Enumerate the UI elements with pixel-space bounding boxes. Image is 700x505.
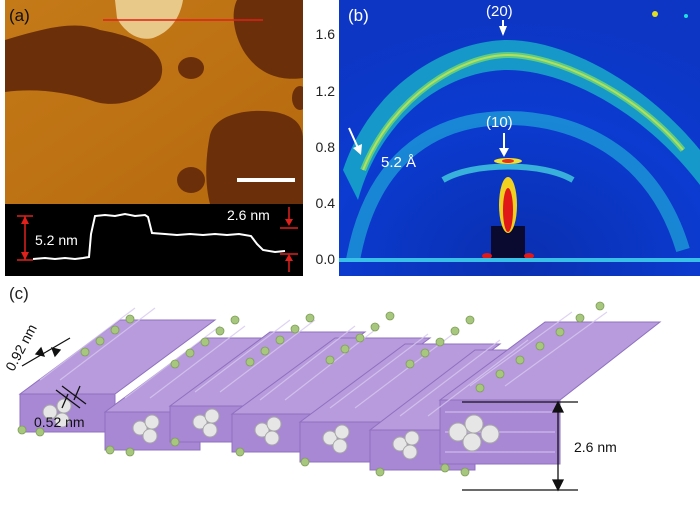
panel-label-b: (b) (348, 6, 369, 25)
y-tick-0-4: 0.4 (315, 195, 335, 211)
half-step-label: 2.6 nm (227, 207, 270, 223)
gisaxs-panel: 1.6 1.2 0.8 0.4 0.0 (20) (10) 5.2 Å (303, 0, 700, 276)
y-tick-0-0: 0.0 (315, 251, 335, 267)
y-tick-1-6: 1.6 (315, 26, 335, 42)
layer-height-marker (462, 400, 578, 492)
peak-20-label: (20) (486, 3, 513, 20)
panel-label-c: (c) (9, 284, 29, 303)
spacing-0-92-marker (21, 337, 71, 367)
afm-hole-lower-right (206, 110, 303, 204)
spacing-0-52-marker (55, 385, 87, 409)
cores (42, 398, 500, 460)
lamellae (18, 319, 662, 471)
afm-hole-lower-left (177, 167, 205, 193)
packing-diagram-art (17, 301, 662, 492)
gisaxs-pattern (339, 0, 700, 276)
y-tick-1-2: 1.2 (315, 83, 335, 99)
afm-scale-bar (237, 178, 295, 182)
bead-rows (17, 301, 605, 477)
height-profile: 5.2 nm 2.6 nm (5, 204, 303, 276)
step-height-label: 5.2 nm (35, 232, 78, 248)
afm-hole-upper-left (5, 25, 163, 104)
layer-height-label: 2.6 nm (574, 439, 617, 455)
ring-label: 5.2 Å (381, 154, 417, 171)
peak-10-label: (10) (486, 114, 513, 131)
afm-image (5, 0, 303, 204)
height-profile-trace (17, 207, 298, 272)
spacing-0-52-label: 0.52 nm (34, 414, 85, 430)
packing-diagram: 0.92 nm 0.52 nm 2.6 nm (0, 282, 700, 500)
afm-hole-small (178, 57, 204, 79)
panel-label-a: (a) (9, 6, 30, 25)
afm-topography (5, 0, 303, 204)
y-tick-0-8: 0.8 (315, 139, 335, 155)
afm-hole-right-edge (292, 86, 303, 110)
